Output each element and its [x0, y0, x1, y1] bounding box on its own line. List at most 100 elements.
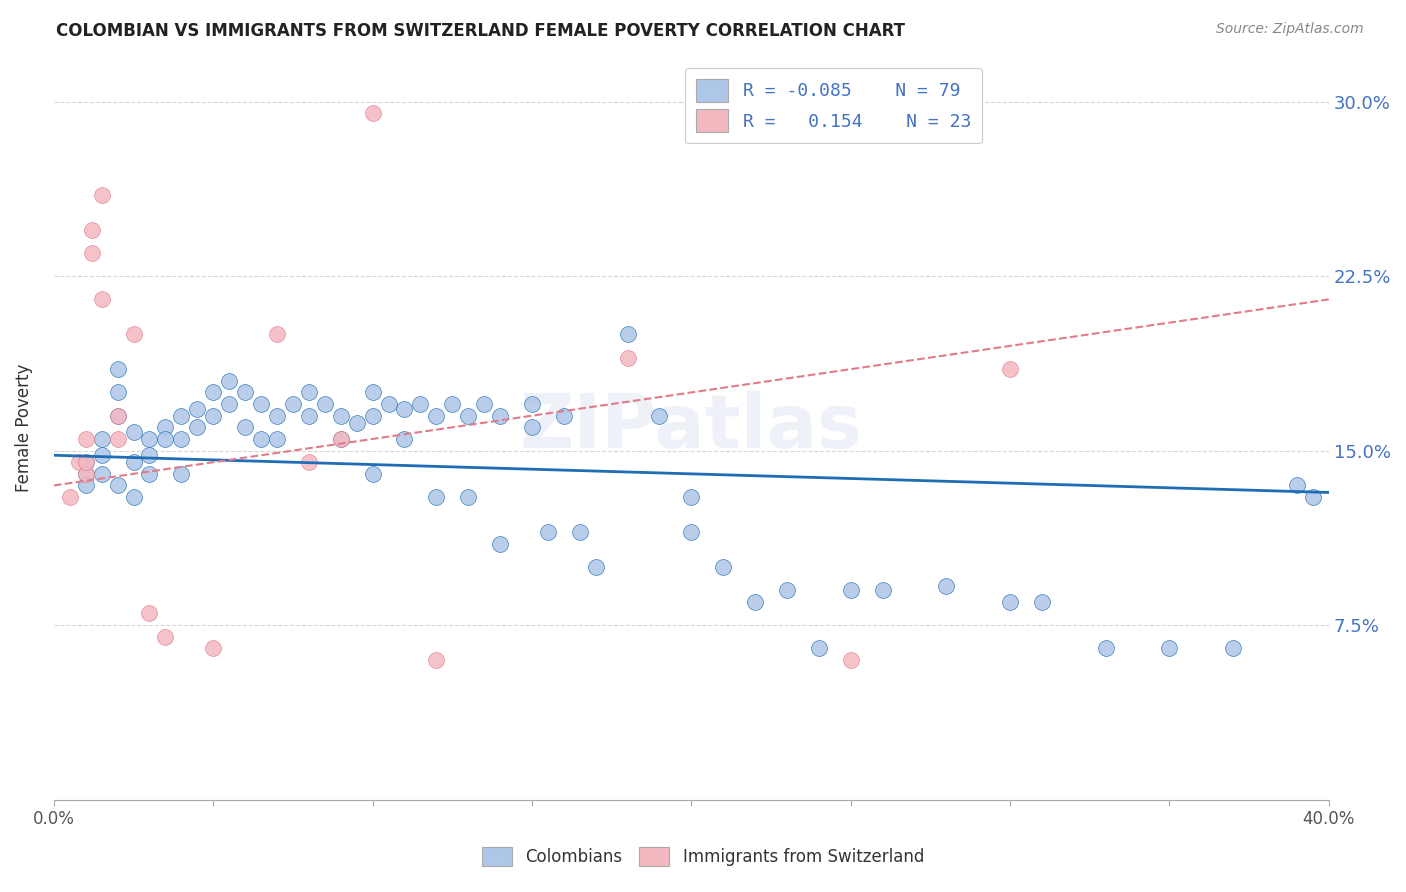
Point [409, 397, 432, 411]
Point [298, 409, 321, 423]
Point [90, 467, 112, 481]
Point [489, 536, 512, 550]
Point [186, 401, 208, 416]
Point [186, 420, 208, 434]
Point [90, 432, 112, 446]
Point [1031, 595, 1053, 609]
Point [314, 397, 336, 411]
Point [122, 425, 145, 439]
Point [1285, 478, 1308, 492]
Point [90, 293, 112, 307]
Point [616, 327, 638, 342]
Point [155, 630, 177, 644]
Point [107, 409, 129, 423]
Point [553, 409, 575, 423]
Point [67, 455, 90, 469]
Point [394, 432, 416, 446]
Point [75, 467, 97, 481]
Point [744, 595, 766, 609]
Point [681, 524, 703, 539]
Point [1222, 641, 1244, 656]
Point [202, 385, 225, 400]
Point [75, 432, 97, 446]
Point [122, 490, 145, 504]
Point [472, 397, 495, 411]
Point [377, 397, 399, 411]
Point [648, 409, 671, 423]
Point [568, 524, 591, 539]
Point [329, 432, 352, 446]
Point [425, 409, 447, 423]
Point [441, 397, 464, 411]
Point [425, 490, 447, 504]
Point [998, 595, 1021, 609]
Point [711, 560, 734, 574]
Point [1094, 641, 1116, 656]
Point [394, 401, 416, 416]
Legend: R = -0.085    N = 79, R =   0.154    N = 23: R = -0.085 N = 79, R = 0.154 N = 23 [685, 68, 981, 144]
Point [807, 641, 830, 656]
Point [361, 385, 384, 400]
Point [138, 467, 160, 481]
Point [107, 478, 129, 492]
Point [202, 409, 225, 423]
Point [250, 432, 273, 446]
Point [281, 397, 304, 411]
Text: COLOMBIAN VS IMMIGRANTS FROM SWITZERLAND FEMALE POVERTY CORRELATION CHART: COLOMBIAN VS IMMIGRANTS FROM SWITZERLAND… [56, 22, 905, 40]
Point [138, 432, 160, 446]
Point [75, 455, 97, 469]
Point [170, 409, 193, 423]
Point [155, 432, 177, 446]
Point [122, 455, 145, 469]
Point [585, 560, 607, 574]
Point [59, 490, 82, 504]
Point [107, 385, 129, 400]
Point [75, 467, 97, 481]
Point [489, 409, 512, 423]
Point [107, 409, 129, 423]
Point [872, 583, 894, 598]
Point [80, 245, 103, 260]
Point [266, 409, 288, 423]
Point [520, 420, 543, 434]
Point [75, 478, 97, 492]
Point [218, 397, 240, 411]
Point [138, 448, 160, 462]
Point [138, 607, 160, 621]
Point [233, 385, 256, 400]
Point [839, 653, 862, 667]
Point [361, 409, 384, 423]
Point [107, 362, 129, 376]
Point [107, 432, 129, 446]
Point [122, 327, 145, 342]
Point [90, 187, 112, 202]
Point [75, 455, 97, 469]
Point [425, 653, 447, 667]
Point [298, 385, 321, 400]
Point [681, 490, 703, 504]
Point [520, 397, 543, 411]
Point [839, 583, 862, 598]
Point [233, 420, 256, 434]
Point [1302, 490, 1324, 504]
Point [998, 362, 1021, 376]
Point [361, 106, 384, 120]
Point [266, 327, 288, 342]
Text: ZIPatlas: ZIPatlas [520, 391, 863, 464]
Point [776, 583, 799, 598]
Point [218, 374, 240, 388]
Point [457, 490, 479, 504]
Point [170, 432, 193, 446]
Point [1159, 641, 1181, 656]
Point [329, 432, 352, 446]
Point [537, 524, 560, 539]
Point [202, 641, 225, 656]
Point [298, 455, 321, 469]
Point [346, 416, 368, 430]
Point [329, 409, 352, 423]
Point [616, 351, 638, 365]
Point [90, 448, 112, 462]
Point [935, 578, 957, 592]
Point [361, 467, 384, 481]
Point [457, 409, 479, 423]
